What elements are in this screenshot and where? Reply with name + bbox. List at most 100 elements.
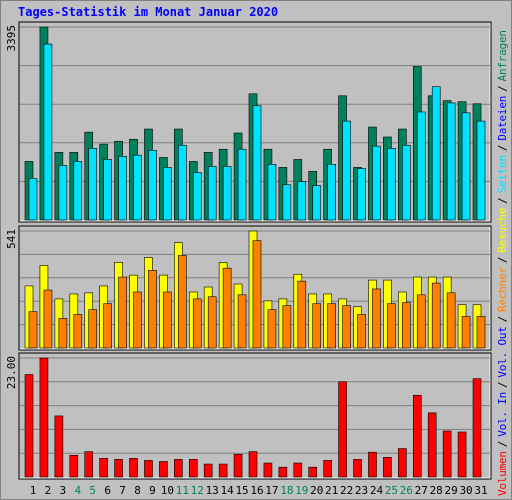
bar — [133, 154, 142, 221]
bar — [203, 463, 213, 478]
bar — [327, 303, 336, 349]
x-tick-label: 1 — [30, 484, 37, 497]
bar — [84, 451, 94, 478]
bar — [129, 458, 138, 478]
bar — [174, 459, 183, 478]
x-tick-label: 13 — [206, 484, 219, 497]
x-tick-label: 6 — [104, 484, 111, 497]
x-tick-label: 30 — [459, 484, 472, 497]
x-tick-label: 19 — [295, 484, 308, 497]
x-tick-label: 31 — [474, 484, 487, 497]
bar — [267, 163, 277, 221]
legend: Volumen / Vol. In / Vol. Out / Rechner / Besuche… — [496, 30, 509, 496]
bar — [267, 309, 277, 349]
x-tick-label: 11 — [176, 484, 189, 497]
y-tick-label: 23.00 — [5, 356, 18, 389]
bar — [297, 181, 307, 221]
bar — [133, 291, 142, 349]
bar — [446, 292, 456, 349]
bar — [387, 148, 396, 221]
bar — [163, 291, 172, 349]
bar — [118, 156, 127, 221]
bar — [457, 431, 467, 478]
x-tick-label: 23 — [355, 484, 368, 497]
x-tick-label: 25 — [385, 484, 398, 497]
bar — [118, 276, 127, 349]
bar — [114, 459, 123, 478]
bar — [442, 430, 452, 478]
legend-separator: / — [496, 256, 509, 263]
bar — [323, 460, 332, 478]
bar — [412, 394, 422, 478]
bar — [263, 462, 273, 478]
bar — [39, 357, 49, 478]
bar — [43, 43, 53, 221]
bar — [103, 303, 112, 349]
bar — [163, 167, 172, 221]
bar — [357, 168, 366, 221]
bar — [387, 303, 396, 349]
legend-item: Anfragen — [496, 30, 509, 81]
bar — [416, 294, 426, 349]
bar — [99, 458, 108, 478]
bar — [178, 255, 187, 349]
x-tick-label: 27 — [415, 484, 428, 497]
bar — [192, 172, 202, 221]
bar — [222, 267, 232, 349]
bar — [342, 305, 351, 349]
x-tick-label: 17 — [265, 484, 278, 497]
bar — [192, 298, 202, 349]
bar — [207, 166, 217, 221]
bar — [312, 303, 322, 349]
bar — [159, 461, 168, 478]
bar — [461, 316, 471, 349]
panel-bevel — [20, 227, 491, 350]
x-tick-label: 10 — [161, 484, 174, 497]
bar — [472, 378, 482, 478]
bar — [43, 289, 53, 349]
bar — [148, 150, 157, 221]
bar — [308, 466, 318, 478]
bar — [88, 148, 98, 221]
bar — [58, 318, 68, 349]
bar — [178, 144, 187, 221]
bar — [252, 105, 262, 221]
bar — [144, 460, 153, 478]
x-tick-label: 5 — [89, 484, 96, 497]
legend-separator: / — [496, 441, 509, 448]
bar — [252, 240, 262, 349]
bar — [476, 120, 486, 221]
bar — [431, 86, 441, 221]
x-tick-label: 7 — [119, 484, 126, 497]
x-tick-label: 15 — [235, 484, 248, 497]
panel-bevel — [20, 354, 491, 479]
legend-separator: / — [496, 144, 509, 151]
bar — [54, 415, 64, 478]
bar — [28, 311, 38, 349]
bar — [24, 374, 34, 478]
legend-item: Dateien — [496, 96, 509, 141]
bar — [282, 305, 292, 349]
bar — [353, 459, 362, 478]
bar — [233, 453, 243, 478]
legend-item: Rechner — [496, 267, 509, 312]
bar — [446, 102, 456, 221]
chart-title: Tages-Statistik im Monat Januar 2020 — [18, 5, 278, 19]
y-tick-label: 541 — [5, 229, 18, 249]
bar — [402, 302, 411, 349]
x-tick-label: 16 — [250, 484, 263, 497]
x-tick-label: 18 — [280, 484, 293, 497]
bar — [368, 451, 377, 478]
bar — [402, 144, 411, 221]
x-tick-label: 14 — [221, 484, 235, 497]
bar — [312, 185, 322, 221]
bar — [338, 381, 347, 478]
bar — [28, 178, 38, 221]
x-tick-label: 8 — [134, 484, 141, 497]
bar — [293, 462, 303, 478]
x-tick-label: 9 — [149, 484, 156, 497]
bar — [282, 184, 292, 221]
bar — [188, 459, 198, 478]
legend-item: Volumen — [496, 451, 509, 496]
